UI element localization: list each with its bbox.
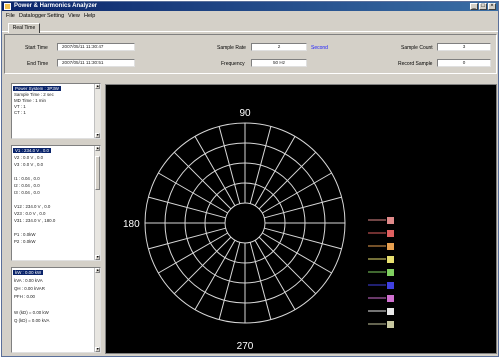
polar-plot-area: 90 180 270 [105,84,497,354]
polar-spoke [158,172,228,214]
polar-spoke [249,242,272,320]
list-item[interactable]: P2 : 0.0kW [14,239,36,244]
polar-spoke [254,240,296,310]
list-item-selected[interactable]: kW : 0.00 kW [13,270,44,275]
scroll-thumb[interactable] [95,156,100,190]
polar-spoke [262,172,332,214]
list-item[interactable]: VT : 1 [14,104,26,109]
polar-spoke [218,242,241,320]
list-item[interactable]: V12 : 234.0 V , 0.0 [14,204,51,209]
legend-swatch[interactable] [387,230,394,237]
polar-ring [224,202,266,244]
start-time-label: Start Time [25,45,48,51]
legend-swatch[interactable] [387,282,394,289]
power-list[interactable]: kW : 0.00 kW kVA : 0.00 kVA QH : 0.00 kV… [11,267,101,353]
measurement-list[interactable]: V1 : 234.0 V , 0.0 V2 : 0.0 V , 0.0 V3 :… [11,145,101,261]
list-item[interactable]: W (kD) = 0.00 kW [14,310,49,315]
angle-label-bottom: 270 [237,341,254,352]
list-item[interactable]: PFH : 0.00 [14,294,35,299]
polar-spoke [262,232,332,274]
polar-spoke [258,151,317,210]
sample-count-label: Sample Count [401,45,433,51]
title-bar[interactable]: Power & Harmonics Analyzer _ □ × [2,2,498,11]
info-panel: Start Time 2007/05/11 11:30:47 End Time … [4,34,497,74]
scrollbar[interactable]: ▲ ▼ [94,146,100,260]
record-sample-label: Record Sample [398,61,433,67]
menu-bar: File Datalogger Setting View Help [2,12,498,21]
polar-spoke [158,232,228,274]
list-item[interactable]: Sample Time : 2 sec [14,92,54,97]
list-item[interactable]: kVA : 0.00 kVA [14,278,43,283]
list-item[interactable]: I3 : 0.04 , 0.0 [14,190,40,195]
angle-label-left: 180 [123,219,140,230]
polar-spoke [148,227,226,250]
window-title: Power & Harmonics Analyzer [14,3,98,9]
legend-swatch[interactable] [387,321,394,328]
end-time-label: End Time [27,61,49,67]
polar-spoke [194,240,236,310]
scroll-down-icon[interactable]: ▼ [95,133,100,138]
sample-rate-label: Sample Rate [217,45,246,51]
frequency-label: Frequency [221,61,245,67]
list-item[interactable]: QH : 0.00 kVAR [14,286,45,291]
angle-label-top: 90 [239,108,251,119]
scroll-down-icon[interactable]: ▼ [95,255,100,260]
list-item[interactable]: CT : 1 [14,110,26,115]
tab-real-time[interactable]: Real Time [8,23,40,33]
polar-spoke [249,126,272,204]
record-sample-field[interactable]: 0 [437,59,491,67]
legend-swatch[interactable] [387,243,394,250]
scroll-up-icon[interactable]: ▲ [95,146,100,151]
end-time-field[interactable]: 2007/05/11 11:30:51 [57,59,135,67]
menu-datalogger[interactable]: Datalogger [19,13,46,19]
list-item[interactable]: V31 : 234.0 V , 180.0 [14,218,56,223]
frequency-field[interactable]: 50 Hz [251,59,307,67]
start-time-field[interactable]: 2007/05/11 11:30:47 [57,43,135,51]
scrollbar[interactable]: ▲ ▼ [94,84,100,138]
close-button[interactable]: × [488,3,496,10]
polar-spoke [254,136,296,206]
tab-strip: Real Time [2,22,498,33]
polar-spoke [264,196,342,219]
scrollbar[interactable]: ▲ ▼ [94,268,100,352]
system-info-list[interactable]: Power System : 3P3W Sample Time : 2 sec … [11,83,101,139]
polar-spoke [194,136,236,206]
list-item[interactable]: V23 : 0.0 V , 0.0 [14,211,46,216]
list-item[interactable]: Q (kD) = 0.00 kVA [14,318,50,323]
sample-count-field[interactable]: 3 [437,43,491,51]
minimize-button[interactable]: _ [470,3,478,10]
legend-swatch[interactable] [387,256,394,263]
polar-chart: 90 180 270 [123,108,394,352]
maximize-button[interactable]: □ [479,3,487,10]
legend-swatch[interactable] [387,269,394,276]
polar-spoke [264,227,342,250]
polar-spoke [148,196,226,219]
polar-spoke [173,151,232,210]
list-item[interactable]: P1 : 0.0kW [14,232,36,237]
list-item[interactable]: I1 : 0.04 , 0.0 [14,176,40,181]
list-item[interactable]: V2 : 0.0 V , 0.0 [14,155,44,160]
menu-help[interactable]: Help [84,13,96,19]
scroll-down-icon[interactable]: ▼ [95,347,100,352]
polar-spoke [218,126,241,204]
list-item[interactable]: MD Time : 1 min [14,98,46,103]
legend-swatch[interactable] [387,295,394,302]
menu-view[interactable]: View [68,13,80,19]
list-item-selected[interactable]: V1 : 234.0 V , 0.0 [13,148,51,153]
scroll-up-icon[interactable]: ▲ [95,84,100,89]
app-icon [4,3,11,10]
list-item[interactable]: V3 : 0.0 V , 0.0 [14,162,44,167]
sample-rate-field[interactable]: 2 [251,43,307,51]
sample-rate-unit: Second [311,45,328,51]
legend-swatch[interactable] [387,308,394,315]
polar-spoke [258,236,317,295]
list-item[interactable]: I2 : 0.04 , 0.0 [14,183,40,188]
menu-setting[interactable]: Setting [47,13,65,19]
scroll-up-icon[interactable]: ▲ [95,268,100,273]
list-item-selected[interactable]: Power System : 3P3W [13,86,61,91]
polar-spoke [173,236,232,295]
menu-file[interactable]: File [6,13,15,19]
legend-swatch[interactable] [387,217,394,224]
